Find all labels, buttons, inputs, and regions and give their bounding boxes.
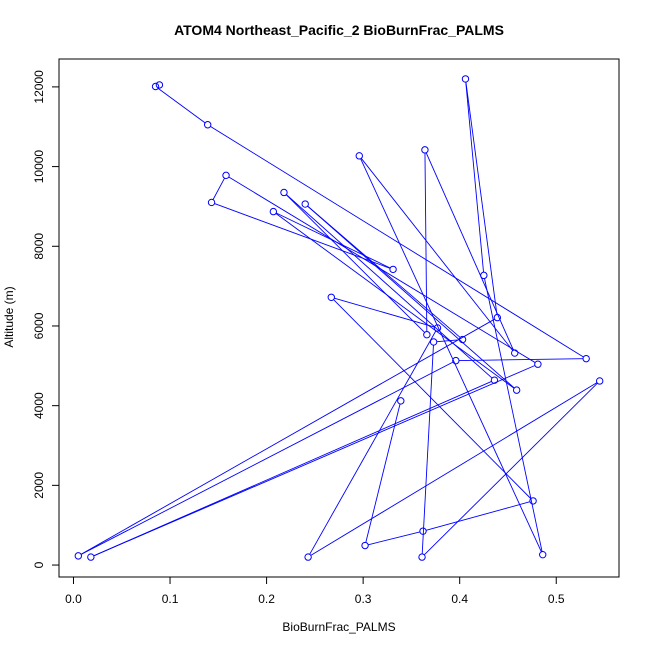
data-point: [534, 360, 542, 368]
data-point: [582, 354, 590, 363]
y-tick-label: 12000: [32, 70, 46, 104]
data-point: [419, 527, 427, 535]
series-segment: [365, 403, 401, 543]
data-point: [222, 171, 230, 180]
x-tick-label: 0.5: [548, 592, 565, 606]
series-segment: [436, 339, 460, 343]
x-tick-label: 0.0: [65, 592, 82, 606]
x-tick-label: 0.1: [162, 592, 179, 606]
data-point: [87, 553, 95, 561]
series-segment: [465, 82, 498, 315]
series-segment: [309, 330, 437, 555]
x-tick-label: 0.2: [258, 592, 275, 606]
series-segment: [421, 345, 434, 554]
series-segment: [307, 205, 461, 338]
data-point: [418, 553, 426, 561]
data-point: [512, 386, 521, 394]
series-segment: [80, 361, 454, 555]
x-axis: 0.0 0.1 0.2 0.3 0.4 0.5: [65, 576, 565, 606]
data-point: [511, 349, 519, 357]
data-point: [480, 271, 488, 280]
series-segment: [210, 126, 584, 358]
series-segment: [310, 382, 598, 556]
data-point: [361, 541, 369, 550]
data-point: [304, 553, 312, 561]
data-point: [327, 293, 335, 301]
data-point: [539, 550, 547, 559]
data-point: [74, 552, 83, 560]
series-segment: [93, 365, 536, 557]
data-point: [207, 198, 216, 207]
data-point: [151, 82, 160, 91]
plot-frame: [58, 58, 620, 578]
series-segment: [285, 194, 425, 333]
y-tick-label: 10000: [32, 150, 46, 184]
data-point: [301, 200, 309, 208]
y-tick-label: 2000: [32, 472, 46, 499]
data-point: [429, 338, 438, 346]
y-tick-label: 0: [32, 561, 46, 568]
series-segment: [286, 194, 493, 379]
series-segment: [80, 318, 495, 555]
x-tick-label: 0.4: [451, 592, 468, 606]
series-points: [74, 75, 604, 561]
data-point: [490, 376, 499, 384]
series-segment: [334, 297, 435, 328]
data-point: [493, 313, 502, 322]
data-point: [421, 146, 429, 154]
series-segment: [368, 531, 421, 546]
data-point: [529, 497, 537, 505]
data-point: [155, 81, 164, 89]
series-segment: [425, 501, 531, 531]
series-segment: [360, 158, 542, 552]
series-segment: [212, 177, 225, 200]
data-point: [433, 324, 442, 332]
data-point: [269, 207, 278, 216]
series-segment: [360, 158, 514, 351]
series-segment: [333, 299, 532, 499]
y-tick-label: 4000: [32, 392, 46, 419]
series-lines: [80, 82, 598, 557]
data-point: [355, 152, 363, 160]
series-segment: [424, 153, 428, 332]
data-point: [389, 265, 397, 274]
series-segment: [425, 152, 514, 351]
series-segment: [275, 213, 515, 389]
y-axis: 0 2000 4000 6000 8000 10000 12000: [32, 70, 60, 568]
series-segment: [307, 205, 515, 389]
y-tick-label: 8000: [32, 233, 46, 260]
x-axis-label: BioBurnFrac_PALMS: [282, 620, 395, 634]
data-point: [461, 75, 470, 83]
series-segment: [484, 278, 543, 552]
data-point: [595, 377, 604, 385]
data-point: [452, 356, 460, 365]
data-point: [203, 121, 212, 129]
y-tick-label: 6000: [32, 312, 46, 339]
x-tick-label: 0.3: [355, 592, 372, 606]
data-point: [458, 335, 467, 344]
series-segment: [465, 82, 484, 273]
data-point: [397, 397, 405, 405]
series-segment: [214, 203, 391, 269]
chart-title: ATOM4 Northeast_Pacific_2 BioBurnFrac_PA…: [174, 22, 504, 38]
series-segment: [157, 88, 206, 124]
series-segment: [459, 358, 583, 362]
data-point: [280, 188, 288, 197]
series-segment: [423, 382, 598, 556]
data-point: [423, 331, 431, 339]
series-segment: [276, 212, 391, 269]
y-axis-label: Altitude (m): [2, 286, 16, 347]
